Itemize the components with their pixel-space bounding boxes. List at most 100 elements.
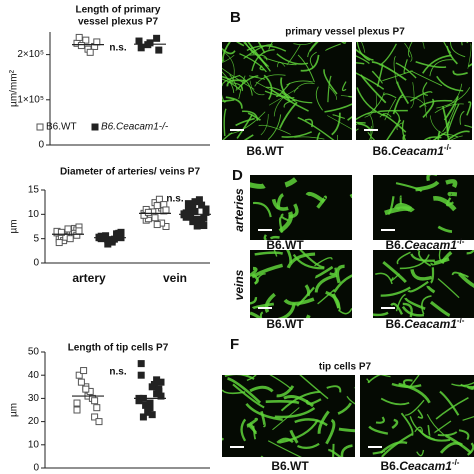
- vessel: [429, 59, 453, 77]
- vessel: [268, 87, 299, 106]
- data-point: [193, 215, 201, 223]
- vessel: [239, 53, 267, 73]
- data-point: [75, 33, 83, 41]
- vessel: [323, 69, 338, 95]
- vessel: [249, 75, 266, 80]
- vessel: [379, 113, 392, 118]
- data-point: [91, 397, 99, 405]
- vessel: [329, 86, 337, 100]
- vessel: [248, 46, 270, 67]
- vessel: [249, 385, 274, 393]
- data-point: [93, 404, 101, 412]
- panel-title: tip cells P7: [319, 362, 372, 373]
- vessel: [325, 290, 341, 309]
- annotation: n.s.: [166, 194, 183, 205]
- vessel: [458, 272, 474, 288]
- vessel: [441, 105, 449, 132]
- vessel: [286, 252, 316, 269]
- vessel: [336, 134, 338, 140]
- label-part: -/-: [452, 458, 460, 467]
- vessel: [383, 93, 397, 99]
- vessel: [251, 302, 275, 310]
- vessel: [327, 115, 352, 130]
- vessel: [257, 42, 266, 54]
- vessel: [300, 54, 320, 72]
- vessel: [240, 418, 247, 442]
- vessel: [305, 314, 311, 318]
- data-point: [77, 378, 85, 386]
- vessel: [249, 54, 268, 61]
- vessel: [346, 395, 355, 405]
- vessel: [222, 71, 235, 93]
- vessel: [251, 263, 284, 279]
- data-point: [155, 195, 163, 203]
- vessel: [381, 433, 413, 457]
- data-point: [198, 201, 206, 209]
- vessel: [276, 385, 295, 398]
- vessel: [361, 42, 366, 53]
- data-point: [82, 36, 90, 44]
- vessel: [332, 114, 345, 119]
- label-part: Ceacam1: [404, 317, 457, 331]
- vessel: [395, 182, 423, 193]
- vessel: [356, 42, 371, 62]
- data-point: [93, 38, 101, 46]
- label-part: Ceacam1: [399, 459, 452, 473]
- vessel: [409, 375, 420, 387]
- y-tick-label: 40: [28, 370, 40, 381]
- data-point: [155, 46, 163, 54]
- vessel: [264, 292, 276, 313]
- vessel: [393, 110, 400, 123]
- vessel: [315, 86, 323, 111]
- vessel: [273, 250, 278, 257]
- vessel: [309, 51, 317, 68]
- panel-title: primary vessel plexus P7: [285, 27, 405, 38]
- y-tick-label: 0: [33, 258, 39, 269]
- vessel: [354, 387, 355, 389]
- vessel: [364, 94, 378, 118]
- vessel: [401, 120, 407, 140]
- data-point: [153, 221, 161, 229]
- y-tick-label: 2×10⁵: [17, 49, 44, 60]
- data-point: [150, 380, 158, 388]
- data-point: [157, 378, 165, 386]
- vessel: [338, 307, 352, 315]
- vessel: [368, 113, 374, 140]
- vessel: [414, 426, 424, 433]
- vessel: [249, 422, 258, 435]
- vessel: [222, 47, 236, 55]
- vessel: [452, 70, 468, 76]
- vessel: [375, 416, 385, 424]
- data-point: [191, 207, 199, 215]
- vessel: [466, 250, 474, 255]
- vessel: [259, 311, 264, 318]
- vessel: [227, 377, 262, 404]
- vessel: [459, 110, 465, 125]
- vessel: [281, 131, 313, 138]
- vessels: [366, 375, 474, 457]
- vessel: [366, 378, 370, 383]
- row-label: veins: [232, 269, 246, 300]
- vessel: [410, 268, 433, 281]
- data-point: [155, 385, 163, 393]
- data-point: [182, 213, 190, 221]
- vessel: [434, 103, 464, 114]
- vessel: [289, 429, 299, 444]
- data-point: [91, 413, 99, 421]
- vessel: [418, 250, 432, 267]
- data-point: [153, 202, 161, 210]
- vessel: [451, 271, 469, 278]
- y-tick-label: 10: [28, 209, 40, 220]
- data-point: [55, 239, 63, 247]
- vessel: [235, 117, 255, 127]
- vessel: [222, 98, 235, 102]
- genotype-label: B6.WT: [271, 459, 309, 473]
- vessel: [384, 206, 415, 216]
- x-tick-label: artery: [72, 271, 106, 285]
- vessel: [222, 42, 231, 63]
- vessel: [429, 115, 453, 138]
- vessel: [332, 443, 335, 457]
- vessel: [419, 99, 453, 108]
- vessel: [247, 112, 261, 121]
